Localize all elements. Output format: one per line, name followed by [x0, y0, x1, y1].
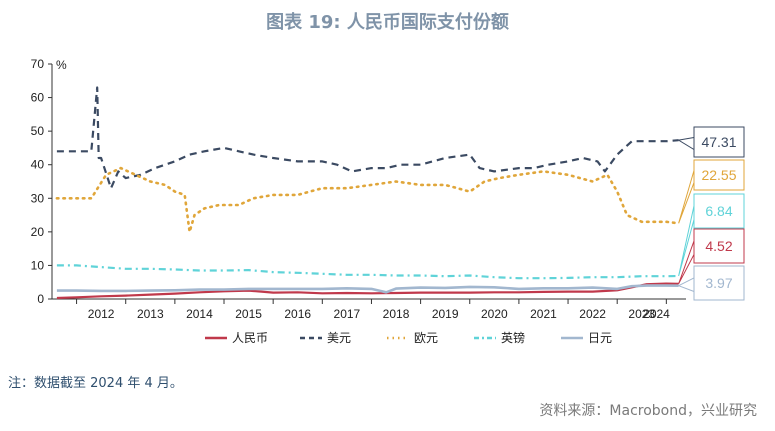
- source-text: 资料来源：Macrobond，兴业研究: [539, 403, 757, 419]
- series-line-eur: [55, 166, 680, 234]
- legend-label-usd: 美元: [327, 331, 351, 345]
- series-line-jpy: [56, 284, 679, 294]
- x-tick-label: 2023: [628, 307, 655, 321]
- y-tick-label: 50: [31, 124, 45, 138]
- y-tick-label: 20: [31, 225, 45, 239]
- series-line-usd: [56, 86, 679, 190]
- end-value-label-eur: 22.55: [701, 167, 736, 183]
- callout-box-cny: [693, 228, 745, 264]
- legend-label-eur: 欧元: [414, 331, 438, 345]
- footnote: 注：数据截至 2024 年 4 月。: [8, 376, 183, 391]
- callout-box-gbp: [693, 193, 745, 229]
- x-tick-label: 2014: [186, 307, 213, 321]
- chart-title: 图表 19: 人民币国际支付份额: [266, 12, 509, 33]
- end-value-label-jpy: 3.97: [705, 275, 732, 291]
- x-tick-label: 2012: [88, 307, 115, 321]
- x-tick-label: 2017: [334, 307, 361, 321]
- end-value-label-cny: 4.52: [705, 238, 732, 254]
- legend-label-cny: 人民币: [232, 331, 268, 345]
- series-line-cny: [56, 282, 679, 300]
- legend-label-jpy: 日元: [588, 331, 612, 345]
- y-tick-label: 40: [31, 158, 45, 172]
- y-axis-unit: %: [56, 58, 67, 72]
- callout-box-usd: [693, 126, 745, 158]
- callout-box-eur: [693, 159, 745, 191]
- y-tick-label: 70: [31, 57, 45, 71]
- y-tick-label: 10: [31, 258, 45, 272]
- x-tick-label: 2015: [235, 307, 262, 321]
- x-tick-label: 2013: [137, 307, 164, 321]
- x-tick-label: 2021: [530, 307, 557, 321]
- callout-pointer-usd: [677, 136, 695, 151]
- x-tick-label: 2022: [579, 307, 606, 321]
- x-tick-label: 2020: [481, 307, 508, 321]
- y-tick-label: 0: [37, 292, 44, 306]
- x-tick-label: 2016: [284, 307, 311, 321]
- legend-label-gbp: 英镑: [501, 330, 525, 345]
- x-tick-label: 2018: [383, 307, 410, 321]
- x-tick-label: 2024: [643, 307, 670, 321]
- end-value-label-usd: 47.31: [701, 134, 736, 150]
- callout-box-jpy: [693, 265, 745, 301]
- end-value-label-gbp: 6.84: [705, 203, 732, 219]
- y-tick-label: 60: [31, 91, 45, 105]
- series-line-gbp: [56, 264, 679, 280]
- y-tick-label: 30: [31, 191, 45, 205]
- x-tick-label: 2019: [432, 307, 459, 321]
